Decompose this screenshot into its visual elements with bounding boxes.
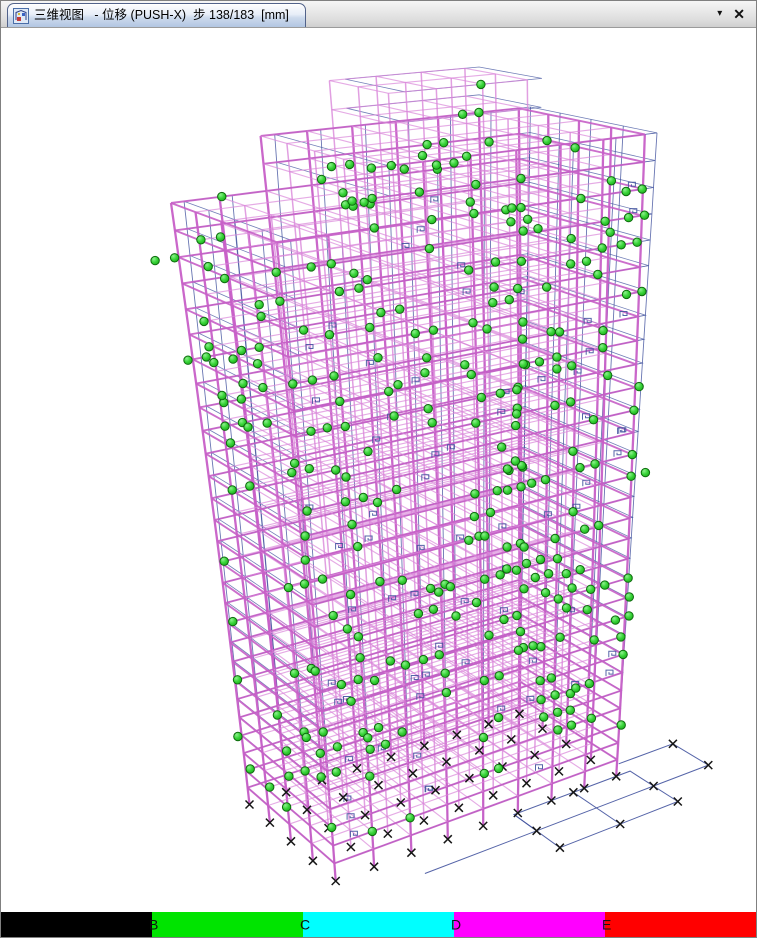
legend-segment-b: B (149, 912, 303, 937)
close-button[interactable]: ✕ (733, 5, 745, 22)
view-tab[interactable]: 三维视图 - 位移 (PUSH-X) 步 138/183 [mm] (7, 3, 306, 27)
legend-segment-d: D (451, 912, 605, 937)
window-menu-button[interactable]: ▾ (717, 7, 723, 19)
legend-segment-a (1, 912, 152, 937)
window-titlebar: 三维视图 - 位移 (PUSH-X) 步 138/183 [mm] ▾ ✕ (1, 1, 756, 28)
window-controls: ▾ ✕ (717, 1, 745, 26)
legend-segment-e: E (602, 912, 756, 937)
window-title: 三维视图 - 位移 (PUSH-X) 步 138/183 [mm] (34, 8, 289, 23)
view-3d-icon (13, 7, 29, 24)
deformed-shape-drawing (150, 66, 713, 886)
legend-segment-c: C (300, 912, 454, 937)
model-3d-viewport[interactable] (1, 28, 756, 912)
hinge-state-legend: B C D E (1, 912, 756, 937)
